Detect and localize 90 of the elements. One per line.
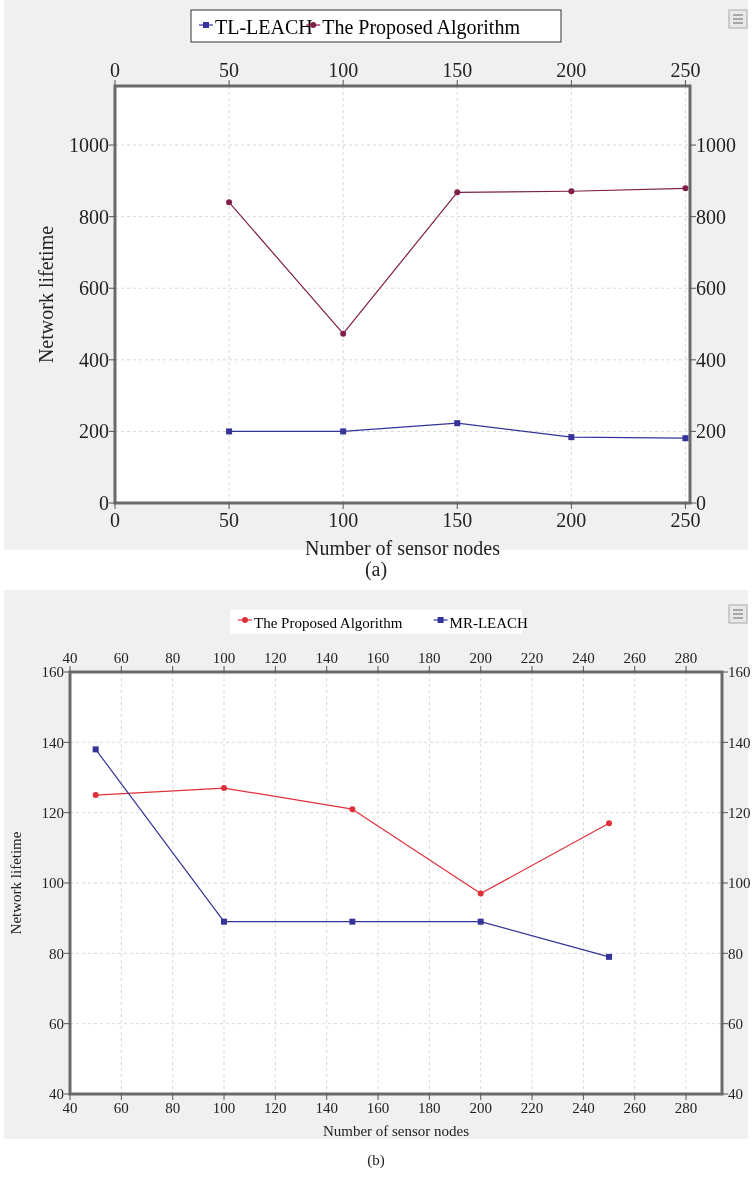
y2-tick-label: 800 bbox=[696, 205, 726, 228]
y-tick-label: 160 bbox=[41, 664, 64, 681]
point bbox=[226, 428, 233, 435]
x-tick-label: 280 bbox=[674, 1100, 698, 1116]
x2-tick-label: 80 bbox=[165, 650, 181, 666]
x-tick-label: 150 bbox=[442, 59, 473, 81]
x-tick-label: 80 bbox=[165, 1100, 181, 1116]
x2-tick-label: 60 bbox=[113, 650, 129, 666]
point bbox=[454, 189, 461, 196]
x-tick-label: 100 bbox=[212, 1100, 236, 1116]
x-axis-title: Number of sensor nodes bbox=[322, 1123, 470, 1139]
y2-tick-label: 80 bbox=[728, 945, 743, 962]
x2-tick-label: 260 bbox=[623, 650, 646, 666]
y-tick-label: 60 bbox=[49, 1015, 64, 1032]
y-tick-label: 100 bbox=[41, 875, 64, 892]
point bbox=[92, 746, 99, 753]
x-tick-label: 250 bbox=[670, 59, 701, 81]
x2-tick-label: 100 bbox=[212, 650, 236, 666]
y2-tick-label: 140 bbox=[728, 734, 751, 751]
y-tick-label: 120 bbox=[41, 804, 64, 821]
x2-tick-label: 140 bbox=[315, 650, 338, 666]
y2-tick-label: 400 bbox=[696, 348, 726, 371]
x-tick-label: 240 bbox=[572, 1100, 595, 1116]
point bbox=[568, 188, 575, 195]
x-tick-label: 60 bbox=[113, 1100, 129, 1116]
y-tick-label: 600 bbox=[79, 277, 109, 300]
x2-tick-label: 240 bbox=[572, 650, 595, 666]
y2-tick-label: 600 bbox=[696, 277, 726, 300]
y-axis-title: Network lifetime bbox=[35, 225, 57, 364]
text: (b) bbox=[367, 1152, 385, 1169]
y-tick-label: 80 bbox=[49, 945, 64, 962]
point bbox=[221, 918, 228, 925]
y2-tick-label: 160 bbox=[728, 664, 751, 681]
point bbox=[221, 785, 228, 792]
legend-label: TL-LEACH bbox=[215, 16, 313, 38]
x-tick-label: 140 bbox=[315, 1100, 338, 1116]
point bbox=[477, 918, 484, 925]
legend-label: The Proposed Algorithm bbox=[254, 614, 403, 631]
y2-tick-label: 120 bbox=[728, 804, 751, 821]
point bbox=[682, 435, 689, 442]
x-tick-label: 200 bbox=[469, 1100, 492, 1116]
point bbox=[349, 918, 356, 925]
x2-tick-label: 120 bbox=[264, 650, 287, 666]
x-tick-label: 50 bbox=[219, 59, 240, 81]
x2-tick-label: 50 bbox=[219, 509, 240, 531]
x2-tick-label: 220 bbox=[520, 650, 544, 666]
point bbox=[349, 806, 356, 813]
point bbox=[226, 199, 233, 206]
point bbox=[340, 330, 347, 337]
y2-tick-label: 100 bbox=[728, 875, 751, 892]
y-tick-label: 40 bbox=[49, 1086, 64, 1103]
x-tick-label: 120 bbox=[264, 1100, 287, 1116]
x2-tick-label: 100 bbox=[328, 509, 359, 531]
point bbox=[682, 185, 689, 192]
point bbox=[454, 420, 461, 427]
x2-tick-label: 200 bbox=[556, 509, 587, 531]
x2-tick-label: 160 bbox=[366, 650, 390, 666]
y-tick-label: 800 bbox=[79, 205, 109, 228]
point bbox=[340, 428, 347, 435]
x2-tick-label: 180 bbox=[418, 650, 441, 666]
x2-tick-label: 280 bbox=[674, 650, 698, 666]
y2-tick-label: 60 bbox=[728, 1015, 743, 1032]
y2-tick-label: 200 bbox=[696, 420, 726, 443]
y-tick-label: 400 bbox=[79, 348, 109, 371]
x-tick-label: 260 bbox=[623, 1100, 646, 1116]
x-tick-label: 220 bbox=[520, 1100, 544, 1116]
point bbox=[477, 890, 484, 897]
y-tick-label: 140 bbox=[41, 734, 64, 751]
x-tick-label: 180 bbox=[418, 1100, 441, 1116]
legend-label: MR-LEACH bbox=[449, 614, 529, 631]
x2-tick-label: 200 bbox=[469, 650, 492, 666]
x-tick-label: 200 bbox=[556, 59, 587, 81]
point bbox=[568, 434, 575, 441]
y-tick-label: 200 bbox=[79, 420, 109, 443]
y-axis-title: Network lifetime bbox=[8, 831, 24, 935]
y2-tick-label: 40 bbox=[728, 1086, 743, 1103]
y-tick-label: 0 bbox=[99, 492, 109, 514]
x2-tick-label: 40 bbox=[62, 650, 78, 666]
point bbox=[92, 792, 99, 799]
x-tick-label: 40 bbox=[62, 1100, 78, 1116]
x-axis-title: Number of sensor nodes bbox=[305, 537, 501, 559]
legend-label: The Proposed Algorithm bbox=[322, 16, 521, 39]
x2-tick-label: 150 bbox=[442, 509, 473, 531]
y2-tick-label: 1000 bbox=[696, 134, 736, 157]
x-tick-label: 160 bbox=[366, 1100, 390, 1116]
point bbox=[606, 953, 613, 960]
text: (a) bbox=[364, 558, 388, 581]
point bbox=[606, 820, 613, 827]
x-tick-label: 100 bbox=[328, 59, 359, 81]
y-tick-label: 1000 bbox=[69, 134, 109, 157]
